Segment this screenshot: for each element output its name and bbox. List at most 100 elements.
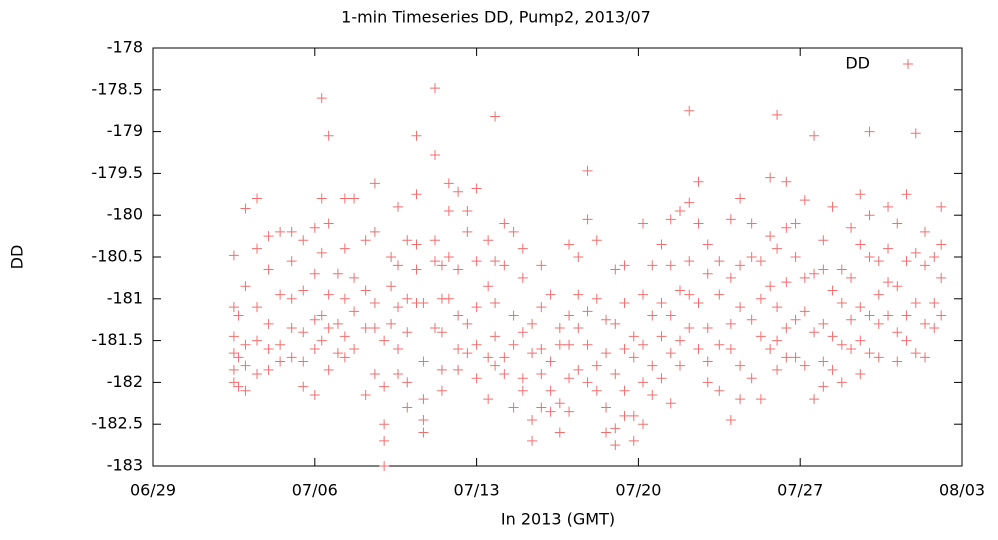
point [275,356,286,367]
point [402,327,413,338]
point [864,348,875,359]
point [892,281,903,292]
point [591,385,602,396]
point [402,293,413,304]
point [628,352,639,363]
point [573,252,584,262]
point [836,339,847,350]
point [781,222,792,233]
point [360,285,371,296]
point [240,385,251,396]
point [393,343,404,354]
point [619,297,630,308]
point [818,318,829,329]
point [393,302,404,313]
point [725,272,736,283]
point [684,256,695,267]
point [735,394,746,405]
point [240,281,251,292]
point [554,323,565,334]
point [901,335,912,346]
point [453,186,464,197]
point [693,297,704,308]
point [684,289,695,300]
point [827,285,838,296]
point [873,352,884,363]
point [536,402,547,413]
point [545,406,556,417]
point [818,235,829,246]
point [818,381,829,392]
point [309,314,320,325]
point [702,268,713,279]
point [309,343,320,354]
point [453,264,464,275]
point [386,252,397,262]
point [263,264,274,275]
point [873,289,884,300]
point [490,256,501,267]
point [527,348,538,359]
point [790,352,801,363]
point [228,348,239,359]
point [228,331,239,342]
point [393,201,404,212]
point [675,360,686,371]
point [790,252,801,262]
point [252,302,263,313]
y-tick-label: -181.5 [91,330,143,349]
point [601,402,612,413]
point [228,377,239,388]
point [601,427,612,438]
point [665,348,676,359]
point [855,239,866,250]
point [781,323,792,334]
point [610,369,621,380]
point [818,356,829,367]
point [638,218,649,229]
point [429,323,440,334]
point [873,256,884,267]
point [499,218,510,229]
point [846,222,857,233]
point [772,364,783,375]
point [298,235,309,246]
point [517,327,528,338]
point [349,343,360,354]
point [429,83,440,94]
x-tick-label: 07/27 [777,481,823,500]
point [725,343,736,354]
point [316,310,327,321]
x-tick-label: 08/03 [939,481,985,500]
y-tick-label: -183 [107,456,143,475]
point [638,339,649,350]
point [429,150,440,161]
point [275,226,286,237]
point [591,360,602,371]
point [517,385,528,396]
point [536,260,547,271]
point [582,306,593,317]
point [309,389,320,400]
point [349,306,360,317]
point [855,369,866,380]
point [483,281,494,292]
point [601,314,612,325]
x-tick-label: 07/06 [292,481,338,500]
point [286,323,297,334]
point [582,214,593,225]
point [263,343,274,354]
point [601,348,612,359]
point [936,239,947,250]
point [443,178,454,189]
point [656,373,667,384]
point [298,356,309,367]
x-tick-label: 07/20 [615,481,661,500]
point [436,327,447,338]
point [360,323,371,334]
point [765,231,776,242]
point [252,243,263,254]
point [901,310,912,321]
point [910,297,921,308]
point [233,310,244,321]
